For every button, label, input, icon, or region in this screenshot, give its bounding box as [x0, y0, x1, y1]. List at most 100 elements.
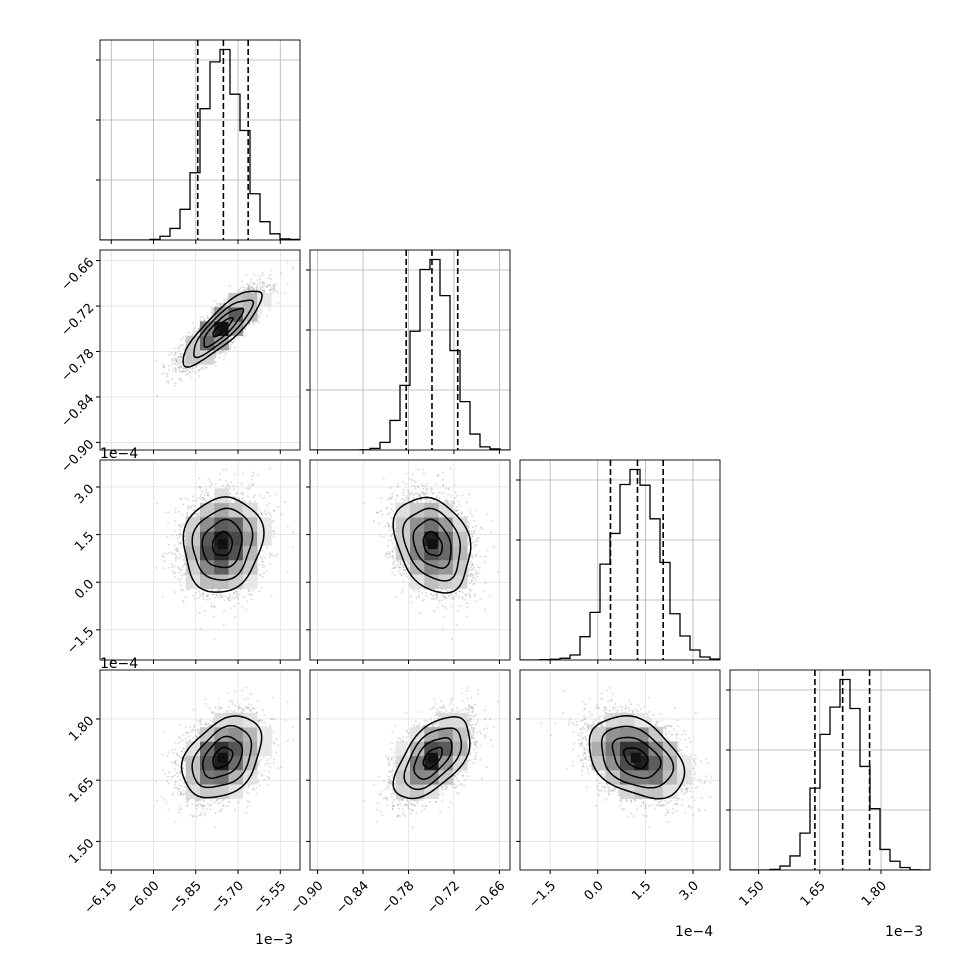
sample-point — [168, 566, 170, 569]
sample-point — [232, 597, 235, 600]
sample-point — [228, 347, 231, 350]
sample-point — [166, 375, 169, 378]
sample-point — [198, 612, 201, 615]
sample-point — [220, 594, 223, 597]
sample-point — [269, 288, 271, 291]
sample-point — [167, 381, 170, 384]
sample-point — [180, 344, 183, 346]
sample-point — [232, 495, 235, 498]
sample-point — [266, 315, 269, 318]
sample-point — [203, 318, 206, 321]
sample-point — [175, 550, 178, 553]
sample-point — [242, 289, 245, 292]
sample-point — [171, 360, 174, 363]
sample-point — [214, 364, 217, 367]
sample-point — [272, 288, 275, 291]
sample-point — [186, 498, 189, 501]
sample-point — [250, 289, 253, 291]
sample-point — [269, 284, 272, 287]
sample-point — [265, 285, 268, 288]
sample-point — [234, 338, 236, 341]
sample-point — [174, 351, 177, 354]
sample-point — [178, 366, 181, 369]
sample-point — [165, 381, 168, 384]
sample-point — [261, 566, 264, 569]
sample-point — [231, 596, 234, 599]
sample-point — [270, 553, 273, 556]
sample-point — [252, 322, 255, 325]
sample-point — [213, 300, 216, 302]
sample-point — [252, 287, 255, 290]
sample-point — [173, 366, 176, 369]
sample-point — [247, 589, 250, 592]
sample-point — [220, 351, 223, 354]
sample-point — [261, 561, 264, 563]
sample-point — [193, 327, 196, 330]
sample-point — [184, 562, 187, 565]
sample-point — [161, 363, 164, 366]
sample-point — [219, 479, 222, 481]
sample-point — [239, 290, 242, 293]
sample-point — [286, 570, 289, 573]
sample-point — [181, 336, 184, 339]
sample-point — [240, 492, 243, 495]
sample-point — [247, 284, 250, 287]
sample-point — [250, 287, 253, 290]
sample-point — [199, 319, 202, 322]
sample-point — [180, 338, 182, 341]
sample-point — [263, 290, 266, 293]
sample-point — [259, 278, 262, 281]
sample-point — [202, 316, 204, 319]
sample-point — [243, 321, 246, 324]
sample-point — [180, 589, 183, 591]
sample-point — [186, 513, 189, 516]
sample-point — [252, 483, 255, 486]
sample-point — [174, 557, 177, 559]
density-cell — [257, 292, 272, 308]
sample-point — [225, 304, 228, 307]
sample-point — [257, 315, 260, 318]
sample-point — [252, 273, 255, 276]
sample-point — [170, 351, 173, 354]
sample-point — [180, 352, 183, 355]
sample-point — [272, 519, 275, 522]
sample-point — [258, 316, 261, 319]
sample-point — [184, 367, 187, 370]
sample-point — [273, 285, 276, 287]
sample-point — [173, 544, 176, 547]
sample-point — [223, 301, 226, 304]
panel-content — [100, 460, 300, 660]
sample-point — [252, 471, 255, 474]
sample-point — [228, 284, 231, 287]
sample-point — [211, 309, 214, 312]
sample-point — [220, 303, 223, 306]
sample-point — [201, 492, 204, 495]
sample-point — [272, 287, 274, 290]
sample-point — [171, 378, 174, 381]
sample-point — [263, 496, 265, 499]
sample-point — [183, 369, 186, 372]
sample-point — [197, 514, 200, 517]
sample-point — [248, 322, 251, 325]
sample-point — [284, 292, 287, 295]
sample-point — [226, 298, 229, 301]
sample-point — [178, 359, 181, 361]
sample-point — [178, 571, 181, 574]
sample-point — [188, 371, 191, 374]
sample-point — [201, 595, 204, 598]
sample-point — [218, 594, 221, 597]
sample-point — [251, 282, 254, 285]
panel-frame — [309, 249, 511, 451]
sample-point — [248, 323, 251, 326]
sample-point — [179, 369, 181, 372]
sample-point — [258, 285, 261, 288]
sample-point — [263, 565, 266, 568]
panel-frame — [99, 249, 301, 451]
sample-point — [270, 269, 273, 271]
sample-point — [250, 286, 253, 289]
sample-point — [175, 369, 177, 372]
sample-point — [166, 372, 169, 375]
sample-point — [259, 555, 262, 558]
sample-point — [256, 286, 259, 289]
